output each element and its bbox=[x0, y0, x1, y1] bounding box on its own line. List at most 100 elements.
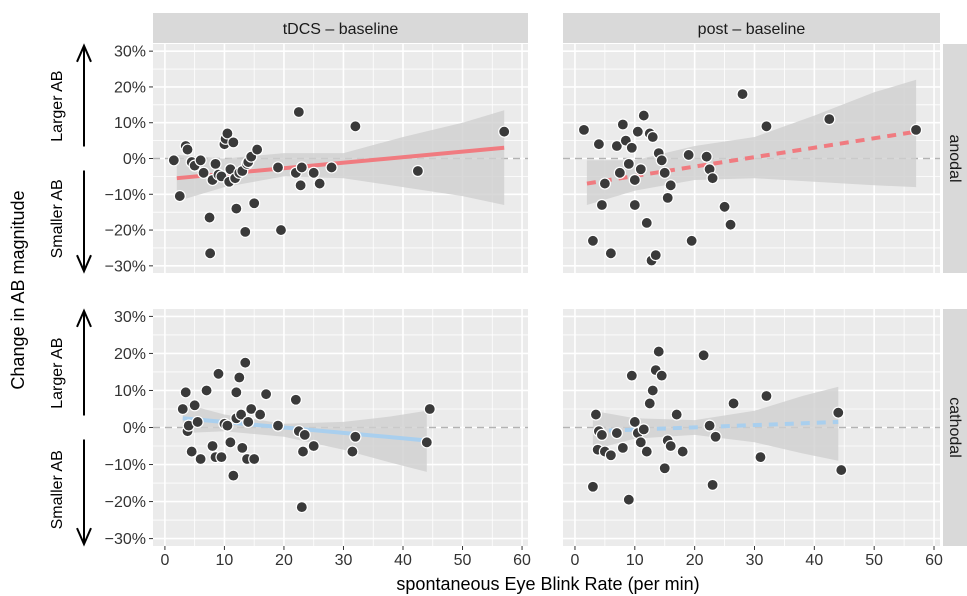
y-tick-label: 0% bbox=[123, 420, 146, 437]
data-point bbox=[577, 123, 591, 136]
panel-data-cathodal-post bbox=[563, 345, 940, 506]
data-point bbox=[724, 218, 737, 231]
y-axis-title: Change in AB magnitude bbox=[8, 190, 28, 389]
x-tick-label: 30 bbox=[746, 552, 764, 569]
panel-data-anodal-post bbox=[563, 79, 940, 267]
data-point bbox=[628, 415, 641, 429]
larger-ab-label: Larger AB bbox=[49, 71, 66, 142]
data-point bbox=[411, 164, 424, 178]
data-point bbox=[423, 402, 436, 416]
data-point bbox=[703, 419, 716, 432]
data-point bbox=[173, 189, 186, 203]
data-point bbox=[498, 125, 511, 138]
y-tick-label: −30% bbox=[105, 531, 146, 548]
data-point bbox=[191, 415, 204, 429]
data-point bbox=[292, 105, 305, 119]
data-point bbox=[215, 451, 228, 464]
data-point bbox=[595, 198, 608, 212]
data-point bbox=[760, 120, 773, 133]
data-point bbox=[727, 397, 740, 410]
data-point bbox=[224, 436, 237, 449]
data-point bbox=[254, 408, 267, 421]
data-point bbox=[259, 388, 273, 401]
data-point bbox=[610, 139, 623, 153]
data-point bbox=[200, 384, 213, 397]
y-tick-label: −20% bbox=[105, 223, 146, 240]
x-axis-title: spontaneous Eye Blink Rate (per min) bbox=[396, 574, 699, 594]
y-tick-label: −30% bbox=[105, 258, 146, 275]
data-point bbox=[289, 393, 302, 406]
data-point bbox=[167, 154, 180, 167]
data-point bbox=[271, 419, 285, 432]
x-tick-label: 10 bbox=[626, 552, 644, 569]
data-point bbox=[658, 462, 671, 475]
x-tick-label: 50 bbox=[865, 552, 883, 569]
y-tick-label: 10% bbox=[114, 115, 146, 132]
strip-right-label: cathodal bbox=[946, 397, 963, 458]
data-point bbox=[227, 469, 240, 482]
strip-top-label: post – baseline bbox=[698, 21, 806, 38]
strip-right-background bbox=[943, 44, 967, 273]
data-point bbox=[420, 436, 433, 449]
data-point bbox=[610, 426, 623, 440]
data-point bbox=[586, 480, 600, 493]
data-point bbox=[230, 386, 243, 399]
data-point bbox=[194, 452, 207, 466]
data-point bbox=[646, 130, 659, 144]
data-point bbox=[176, 402, 189, 416]
data-point bbox=[682, 148, 695, 162]
data-point bbox=[685, 234, 698, 247]
data-point bbox=[616, 118, 629, 131]
data-point bbox=[204, 247, 217, 260]
x-tick-label: 60 bbox=[925, 552, 943, 569]
smaller-ab-arrowhead bbox=[76, 254, 92, 274]
data-point bbox=[236, 441, 249, 454]
data-point bbox=[212, 367, 225, 380]
data-point bbox=[622, 493, 635, 506]
data-point bbox=[649, 249, 662, 262]
data-point bbox=[242, 415, 255, 429]
larger-ab-arrowhead bbox=[76, 43, 92, 63]
data-point bbox=[628, 173, 641, 187]
y-tick-label: −20% bbox=[105, 494, 146, 511]
x-tick-label: 30 bbox=[335, 552, 353, 569]
data-point bbox=[661, 191, 674, 204]
strip-top-background bbox=[563, 13, 940, 43]
data-point bbox=[706, 172, 719, 185]
data-point bbox=[206, 439, 219, 453]
data-point bbox=[835, 463, 848, 477]
data-point bbox=[709, 430, 722, 443]
data-point bbox=[325, 161, 338, 174]
data-point bbox=[718, 200, 731, 213]
data-point bbox=[586, 234, 600, 247]
data-point bbox=[313, 177, 326, 190]
x-tick-label: 0 bbox=[160, 552, 169, 569]
data-point bbox=[622, 157, 635, 170]
data-point bbox=[604, 449, 617, 462]
data-point bbox=[294, 179, 307, 192]
data-point bbox=[592, 138, 606, 151]
data-point bbox=[736, 87, 749, 101]
data-point bbox=[664, 439, 677, 453]
data-point bbox=[613, 166, 626, 179]
x-tick-label: 40 bbox=[805, 552, 823, 569]
data-point bbox=[637, 423, 650, 436]
data-point bbox=[589, 408, 603, 421]
y-tick-label: 30% bbox=[114, 44, 146, 61]
data-point bbox=[221, 419, 234, 432]
data-point bbox=[234, 408, 248, 421]
data-point bbox=[349, 430, 362, 443]
data-point bbox=[823, 113, 836, 126]
data-point bbox=[245, 402, 258, 416]
data-point bbox=[676, 445, 689, 458]
data-point bbox=[655, 154, 668, 167]
strip-top-label: tDCS – baseline bbox=[283, 21, 399, 38]
panels-layer bbox=[153, 44, 940, 546]
strip-right-label: anodal bbox=[946, 134, 963, 182]
data-point bbox=[239, 356, 252, 369]
confidence-band bbox=[592, 386, 839, 461]
data-point bbox=[646, 384, 659, 397]
y-axis-layer: −30% −20% −10% 0% 10% 20% 30% −30% −20% −10% 0% 10%… bbox=[105, 44, 153, 548]
data-point bbox=[637, 109, 650, 122]
